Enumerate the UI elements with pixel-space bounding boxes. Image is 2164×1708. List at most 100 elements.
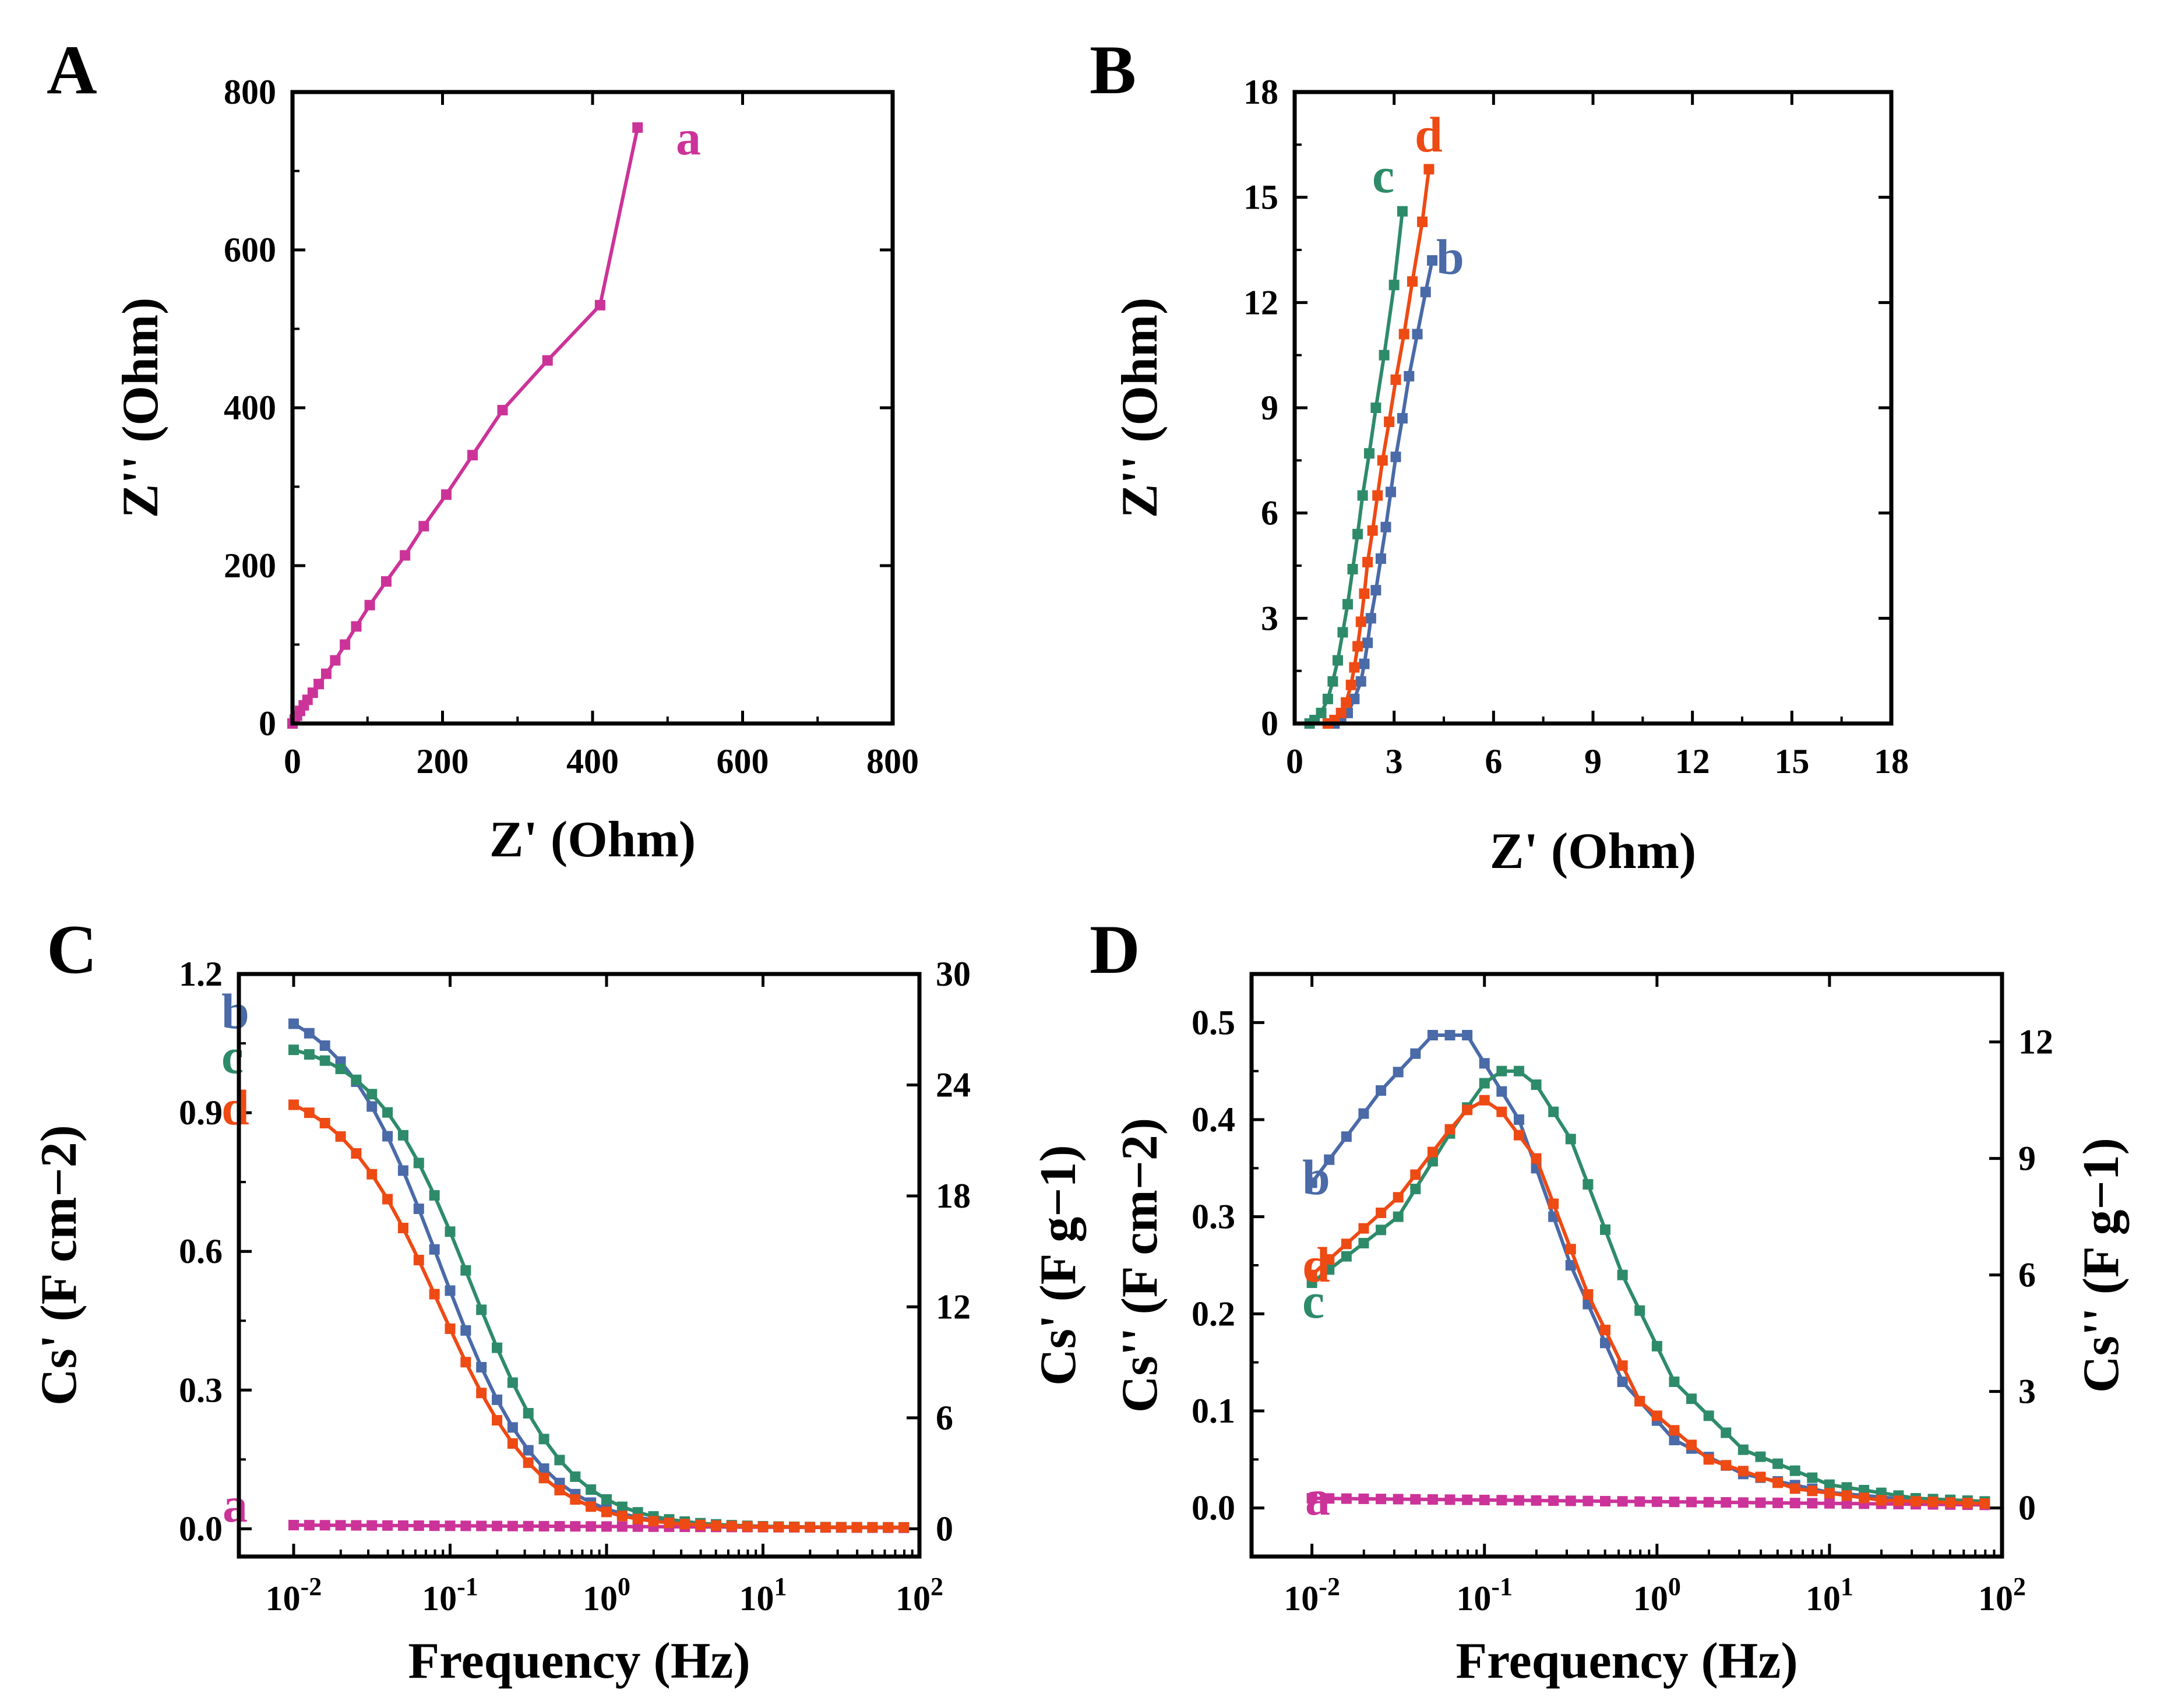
data-point-c <box>1332 655 1343 666</box>
data-point-a <box>1513 1495 1524 1506</box>
data-point-b <box>1376 1085 1387 1096</box>
x-tick-label: 0 <box>1286 742 1303 781</box>
data-point-c <box>492 1342 503 1353</box>
data-point-d <box>1531 1153 1542 1164</box>
y-tick-label: 0.4 <box>1192 1100 1235 1139</box>
data-point-a <box>288 1520 299 1531</box>
series-label-a: a <box>676 110 701 165</box>
series-label-d: d <box>1302 1237 1330 1293</box>
data-point-d <box>1496 1106 1507 1117</box>
data-point-d <box>304 1107 315 1118</box>
data-point-a <box>1737 1497 1749 1508</box>
y-tick-label: 200 <box>224 546 276 585</box>
data-point-c <box>1721 1427 1732 1438</box>
data-point-c <box>1316 707 1327 718</box>
data-point-c <box>1496 1065 1507 1077</box>
data-point-d <box>523 1457 534 1468</box>
series-label-a: a <box>223 1477 248 1533</box>
data-point-b <box>1427 255 1438 266</box>
data-point-c <box>1755 1451 1766 1462</box>
x-tick-label: 400 <box>566 742 619 781</box>
data-point-d <box>710 1520 721 1531</box>
x-tick-label: 6 <box>1485 742 1502 781</box>
data-point-c <box>397 1130 408 1141</box>
data-point-b <box>1365 613 1376 624</box>
data-point-a <box>418 521 429 532</box>
y-tick-label: 0 <box>1261 704 1278 743</box>
data-point-d <box>382 1194 393 1205</box>
data-point-a <box>335 1520 346 1531</box>
data-point-b <box>1358 1108 1369 1119</box>
panel-a: A 0 200 400 600 800 0 200 400 600 800 Z' (Ohm) Z'' (… <box>47 31 919 868</box>
data-point-d <box>1617 1360 1628 1371</box>
data-point-c <box>1583 1179 1594 1190</box>
data-point-b <box>1349 693 1360 704</box>
data-point-c <box>586 1484 597 1495</box>
data-point-d <box>570 1494 581 1505</box>
data-point-b <box>1385 486 1396 497</box>
data-point-a <box>1651 1496 1662 1507</box>
data-point-d <box>1390 374 1401 385</box>
data-point-c <box>413 1158 424 1169</box>
data-point-d <box>664 1518 675 1529</box>
data-point-d <box>335 1131 346 1142</box>
data-point-a <box>1824 1498 1835 1509</box>
data-point-a <box>467 450 478 461</box>
data-point-d <box>1737 1466 1749 1477</box>
data-point-a <box>1306 1493 1317 1504</box>
data-point-d <box>1384 417 1395 428</box>
data-point-d <box>883 1522 894 1533</box>
data-point-a <box>616 1521 628 1532</box>
data-point-a <box>1669 1497 1680 1508</box>
data-point-c <box>1807 1472 1818 1483</box>
data-point-a <box>1376 1494 1387 1505</box>
y2-tick-label: 0 <box>936 1509 953 1548</box>
data-point-d <box>632 1513 643 1525</box>
y-tick-label: 15 <box>1243 178 1278 217</box>
data-point-a <box>1479 1494 1490 1505</box>
data-point-c <box>335 1063 346 1074</box>
data-point-d <box>1359 588 1370 599</box>
data-point-d <box>1962 1498 1973 1509</box>
data-point-d <box>867 1522 878 1533</box>
data-point-a <box>1599 1495 1610 1506</box>
data-point-a <box>497 405 508 416</box>
data-point-d <box>1345 679 1356 690</box>
data-point-a <box>445 1520 456 1531</box>
data-point-b <box>1599 1338 1610 1349</box>
y-tick-label: 0.2 <box>1192 1294 1235 1333</box>
data-point-a <box>570 1521 581 1532</box>
data-point-d <box>1324 1254 1335 1265</box>
data-point-b <box>1404 370 1415 382</box>
data-point-c <box>616 1501 628 1512</box>
data-point-b <box>1393 1067 1404 1078</box>
data-point-d <box>507 1438 518 1449</box>
y2-tick-label: 9 <box>2018 1139 2036 1178</box>
data-point-b <box>1359 658 1370 669</box>
x-tick-label-0: 10-2 <box>1284 1572 1340 1618</box>
data-point-d <box>1462 1104 1473 1116</box>
data-point-c <box>366 1089 378 1100</box>
data-point-d <box>1634 1396 1645 1407</box>
panel-letter: D <box>1090 911 1140 988</box>
data-point-d <box>1772 1477 1784 1488</box>
data-point-d <box>1377 455 1388 466</box>
data-point-d <box>695 1519 706 1530</box>
data-point-b <box>1410 1048 1421 1059</box>
data-point-b <box>1380 521 1391 532</box>
data-point-d <box>492 1415 503 1426</box>
data-point-b <box>507 1422 518 1433</box>
x-tick-label-3: 101 <box>739 1572 787 1618</box>
series-label-d: d <box>1415 107 1443 163</box>
x-tick-label: 12 <box>1675 742 1710 781</box>
y-tick-label: 600 <box>224 231 276 269</box>
y-tick-label: 3 <box>1261 599 1278 637</box>
data-point-b <box>1513 1114 1524 1125</box>
data-point-c <box>288 1044 299 1056</box>
y-tick-label: 0.3 <box>1192 1198 1235 1236</box>
data-point-c <box>351 1074 362 1085</box>
data-point-c <box>1322 693 1333 704</box>
data-point-d <box>1306 1269 1317 1280</box>
data-point-c <box>1370 403 1381 413</box>
data-point-a <box>1410 1494 1421 1505</box>
